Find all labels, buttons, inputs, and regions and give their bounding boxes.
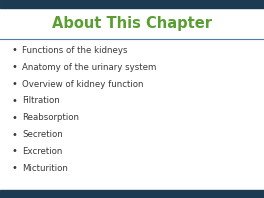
Text: Secretion: Secretion bbox=[22, 130, 63, 139]
Text: •: • bbox=[12, 130, 17, 140]
Text: •: • bbox=[12, 62, 17, 72]
Text: Micturition: Micturition bbox=[22, 164, 68, 173]
Text: •: • bbox=[12, 113, 17, 123]
Text: •: • bbox=[12, 46, 17, 55]
Text: About This Chapter: About This Chapter bbox=[52, 16, 212, 31]
Text: •: • bbox=[12, 96, 17, 106]
Text: Filtration: Filtration bbox=[22, 96, 60, 106]
Text: Anatomy of the urinary system: Anatomy of the urinary system bbox=[22, 63, 157, 72]
Text: •: • bbox=[12, 147, 17, 156]
Text: Functions of the kidneys: Functions of the kidneys bbox=[22, 46, 128, 55]
Text: •: • bbox=[12, 163, 17, 173]
Text: Excretion: Excretion bbox=[22, 147, 63, 156]
Text: Reabsorption: Reabsorption bbox=[22, 113, 79, 122]
Bar bbox=[0, 0, 264, 8]
Text: •: • bbox=[12, 79, 17, 89]
Bar bbox=[0, 190, 264, 198]
Text: Overview of kidney function: Overview of kidney function bbox=[22, 80, 144, 89]
